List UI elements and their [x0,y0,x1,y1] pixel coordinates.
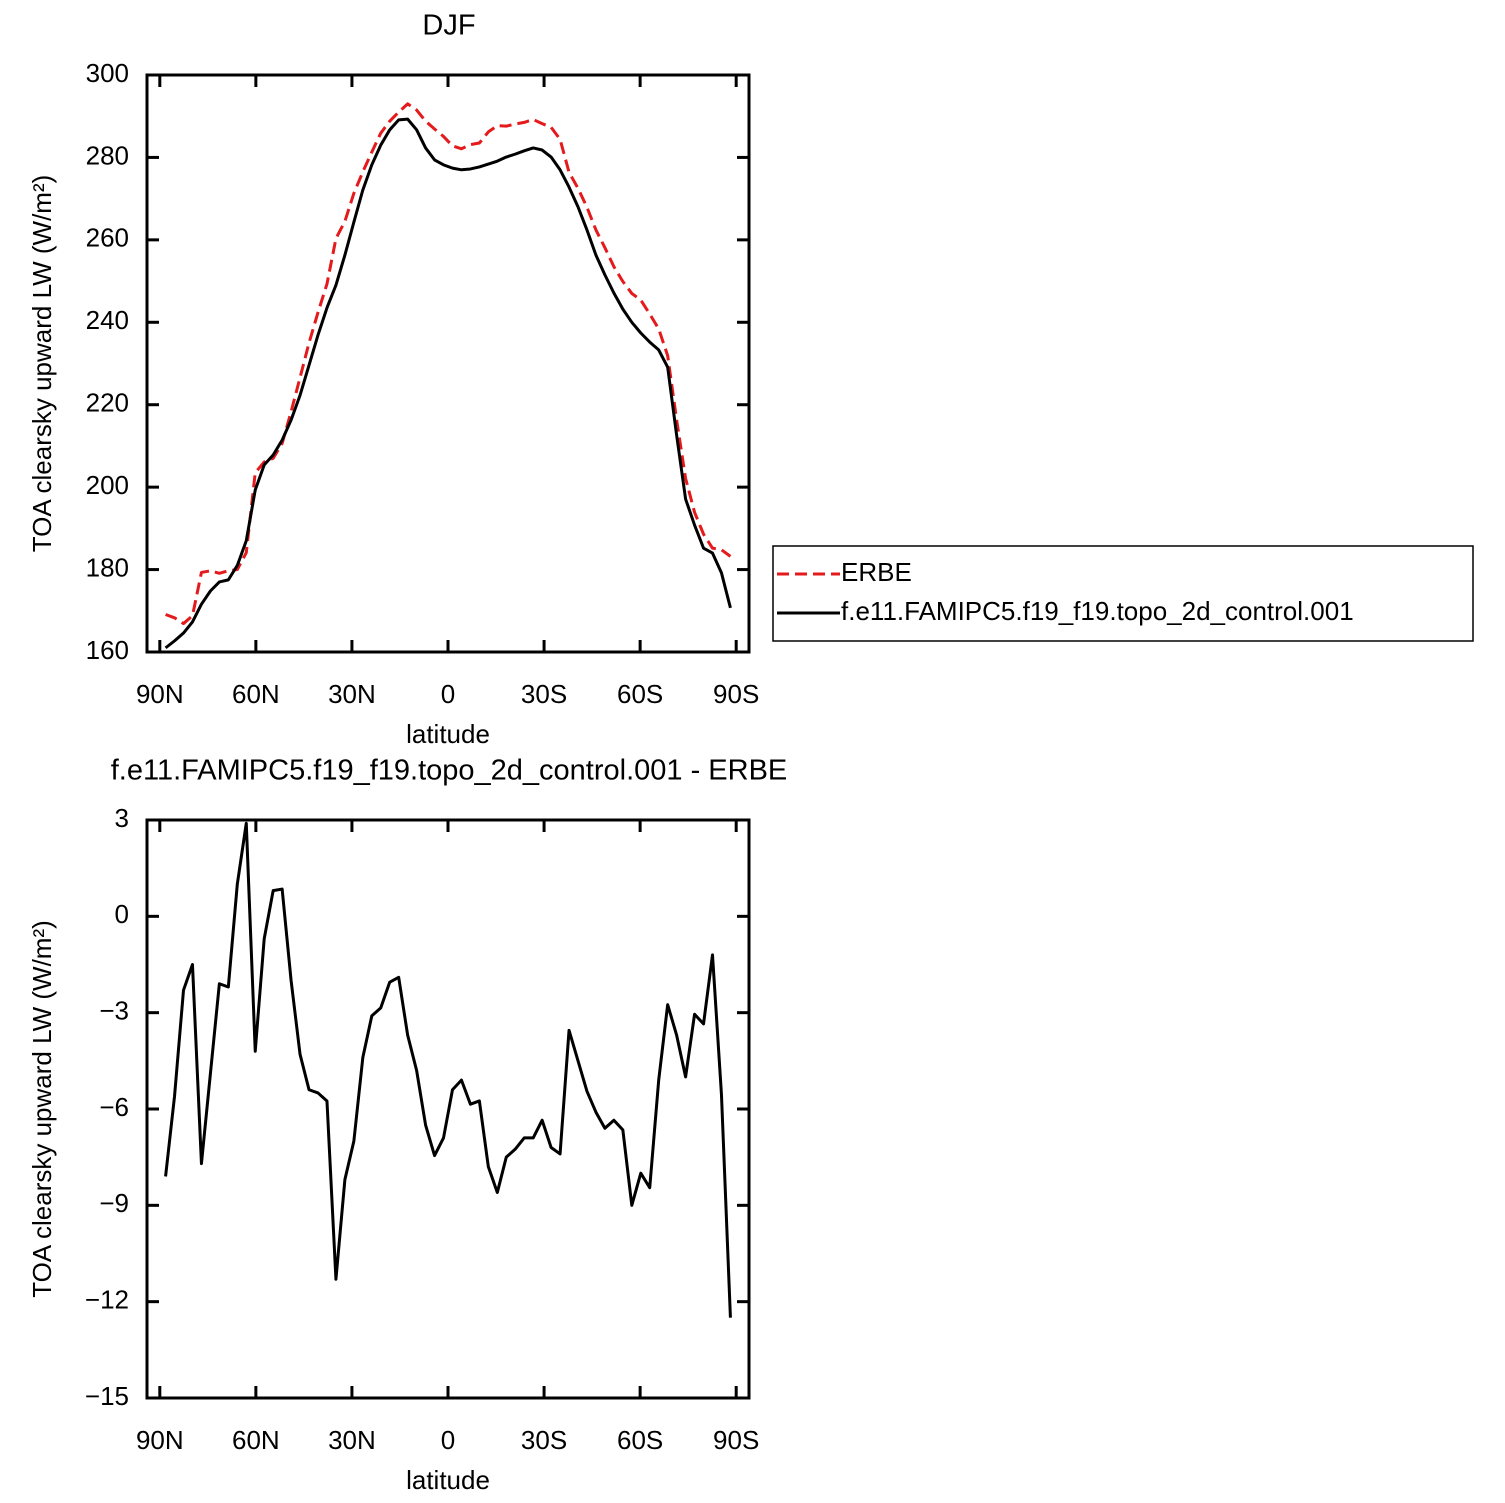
x-tick-label: 60S [617,1425,663,1455]
x-tick-label: 0 [441,1425,455,1455]
x-axis-label: latitude [406,1465,490,1495]
y-axis-label: TOA clearsky upward LW (W/m²) [27,920,57,1298]
x-axis-label: latitude [406,719,490,749]
y-tick-label: 300 [86,58,129,88]
y-tick-label: 180 [86,552,129,582]
legend-label: ERBE [841,557,912,587]
legend-label: f.e11.FAMIPC5.f19_f19.topo_2d_control.00… [841,596,1354,626]
data-line [165,102,732,626]
x-tick-label: 30S [521,1425,567,1455]
y-tick-label: −9 [99,1188,129,1218]
data-line [164,117,732,650]
data-line [164,821,732,1318]
y-tick-label: 200 [86,470,129,500]
y-axis-label: TOA clearsky upward LW (W/m²) [27,175,57,553]
y-tick-label: 0 [115,899,129,929]
x-tick-label: 90S [713,679,759,709]
x-tick-label: 90N [136,679,184,709]
y-tick-label: 160 [86,635,129,665]
y-tick-label: 260 [86,223,129,253]
legend-box [772,545,1474,642]
chart-title: f.e11.FAMIPC5.f19_f19.topo_2d_control.00… [111,755,788,787]
legend: ERBE f.e11.FAMIPC5.f19_f19.topo_2d_contro… [772,545,1474,642]
panel: DJF TOA clearsky upward LW (W/m²) latitude… [27,10,1474,749]
y-tick-label: −6 [99,1092,129,1122]
x-tick-label: 0 [441,679,455,709]
y-tick-label: 240 [86,305,129,335]
panel: f.e11.FAMIPC5.f19_f19.topo_2d_control.00… [27,755,787,1495]
chart-title: DJF [422,10,475,42]
x-tick-label: 30N [328,679,376,709]
x-tick-label: 60S [617,679,663,709]
x-tick-label: 60N [232,679,280,709]
y-tick-label: −15 [85,1381,129,1411]
y-tick-label: −3 [99,996,129,1026]
x-tick-label: 30N [328,1425,376,1455]
x-tick-label: 60N [232,1425,280,1455]
x-tick-label: 90S [713,1425,759,1455]
x-tick-label: 30S [521,679,567,709]
y-tick-label: −12 [85,1285,129,1315]
y-tick-label: 3 [115,803,129,833]
y-tick-label: 280 [86,140,129,170]
x-tick-label: 90N [136,1425,184,1455]
y-tick-label: 220 [86,388,129,418]
